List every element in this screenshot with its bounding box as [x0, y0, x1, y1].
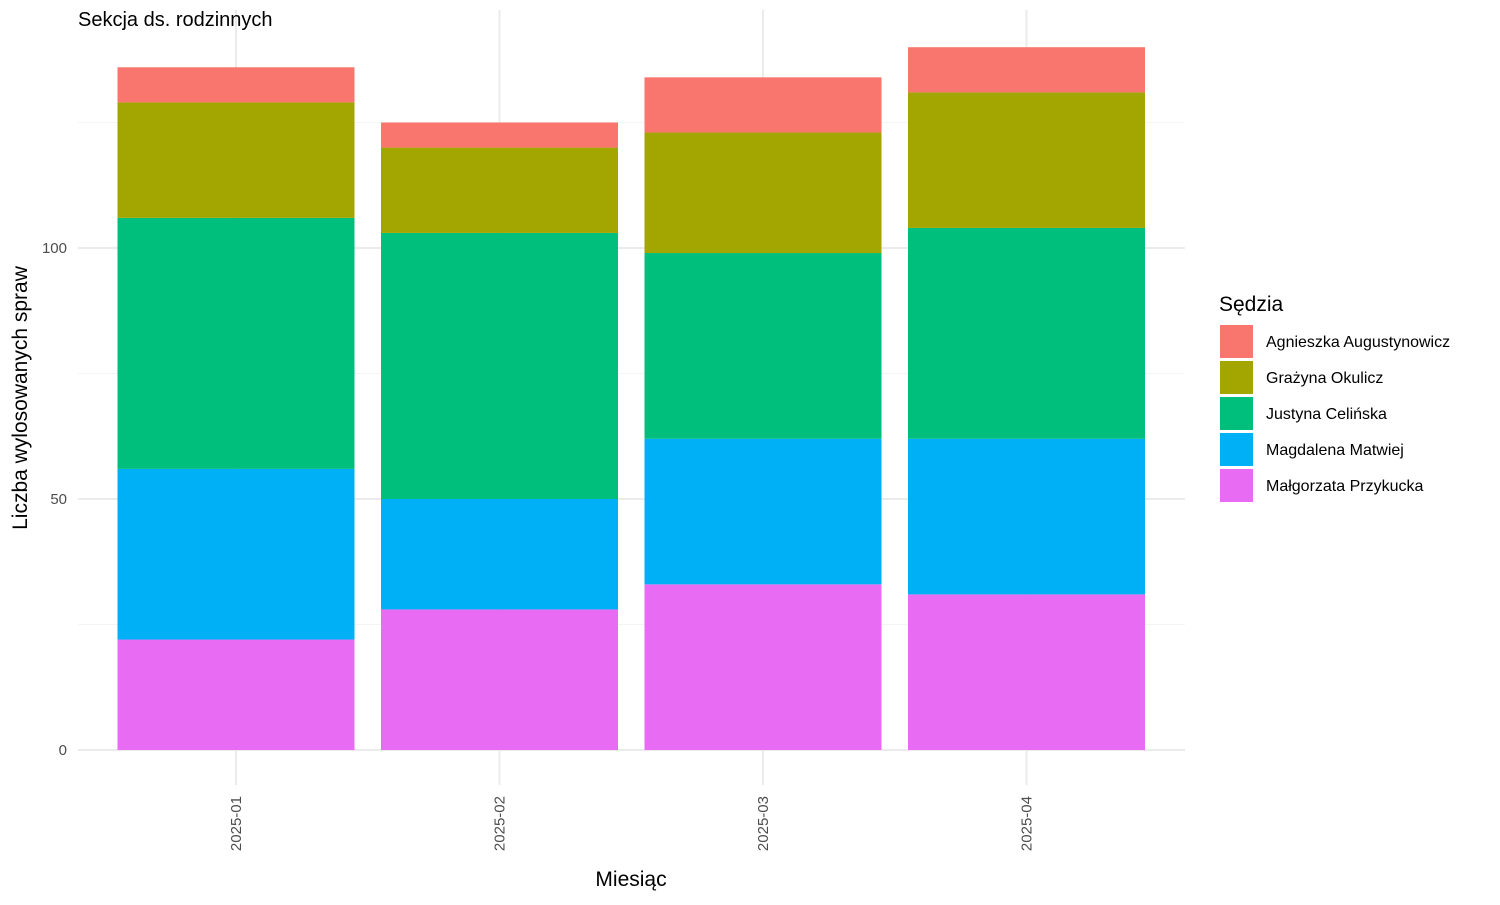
bar-segment: [908, 438, 1145, 595]
bar-segment: [381, 122, 618, 148]
bar-segment: [644, 253, 882, 439]
legend-swatch: [1220, 433, 1253, 466]
y-tick-label: 50: [50, 491, 67, 508]
bar-segment: [908, 594, 1145, 750]
x-tick-label: 2025-03: [755, 796, 772, 851]
bar-segment: [644, 438, 882, 585]
legend-swatch: [1220, 361, 1253, 394]
y-tick-label: 100: [42, 240, 67, 257]
bar-segment: [117, 468, 355, 640]
bar-segment: [117, 102, 355, 218]
y-tick-label: 0: [59, 742, 67, 759]
legend-swatch: [1220, 397, 1253, 430]
legend: Sędzia Agnieszka Augustynowicz Grażyna Ok…: [1219, 293, 1450, 502]
bars-layer: [117, 47, 1145, 750]
bar-segment: [644, 77, 882, 133]
x-tick-label: 2025-04: [1019, 796, 1036, 851]
bar-segment: [381, 499, 618, 610]
bar-segment: [117, 67, 355, 103]
chart-title: Sekcja ds. rodzinnych: [78, 9, 273, 31]
bar-segment: [381, 609, 618, 750]
bar-segment: [117, 639, 355, 750]
legend-label: Justyna Celińska: [1266, 406, 1387, 423]
legend-label: Grażyna Okulicz: [1266, 370, 1383, 387]
legend-swatch: [1220, 325, 1253, 358]
legend-title: Sędzia: [1219, 293, 1284, 316]
bar-segment: [381, 147, 618, 233]
legend-swatch: [1220, 469, 1253, 502]
legend-label: Agnieszka Augustynowicz: [1266, 334, 1450, 351]
bar-segment: [908, 92, 1145, 228]
bar-segment: [908, 227, 1145, 439]
axis-layer: 0 50 100 2025-01 2025-02 2025-03 2025-04: [42, 240, 1036, 851]
legend-label: Magdalena Matwiej: [1266, 442, 1404, 459]
x-axis-title: Miesiąc: [595, 868, 666, 891]
bar-segment: [644, 132, 882, 254]
bar-segment: [644, 584, 882, 750]
x-tick-label: 2025-02: [492, 796, 509, 851]
legend-label: Małgorzata Przykucka: [1266, 478, 1423, 495]
x-tick-label: 2025-01: [228, 796, 245, 851]
bar-segment: [908, 47, 1145, 93]
bar-segment: [381, 232, 618, 499]
y-axis-title: Liczba wylosowanych spraw: [9, 265, 32, 530]
bar-segment: [117, 217, 355, 469]
